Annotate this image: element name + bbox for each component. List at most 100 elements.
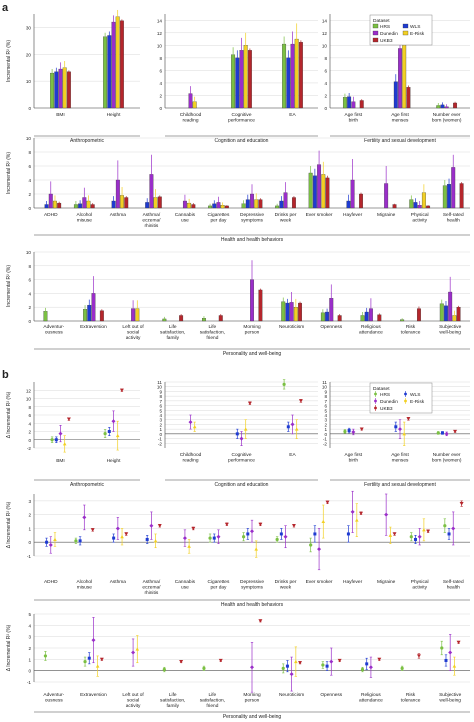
point-hrs — [202, 666, 206, 671]
point-erisk — [192, 424, 197, 429]
bar — [298, 42, 303, 109]
point-dunedin — [115, 526, 120, 531]
group-label: Health and health behaviors — [221, 237, 284, 243]
y-tick-label: 4 — [159, 81, 162, 86]
point-dunedin — [289, 672, 294, 677]
point-wls — [212, 536, 216, 540]
point-erisk — [153, 539, 158, 543]
category-label: Openness — [320, 324, 342, 330]
y-tick-label: 6 — [28, 413, 31, 418]
category-label: performance — [228, 457, 255, 463]
category-label: performance — [228, 117, 255, 123]
point-hrs — [443, 524, 447, 528]
y-tick-label: 0 — [28, 106, 31, 111]
point-erisk — [321, 519, 326, 524]
legend-swatch — [402, 30, 409, 36]
point-erisk — [452, 664, 457, 668]
category-label: Neuroticism — [279, 692, 304, 698]
category-label: Age first — [345, 112, 363, 118]
category-label: eczema/ — [142, 217, 161, 223]
category-label: Left out of — [122, 692, 144, 698]
point-dunedin — [82, 515, 87, 520]
y-tick-label: 3 — [159, 418, 162, 423]
y-tick-label: 4 — [28, 178, 31, 183]
legend-label: Dunedin — [380, 31, 398, 37]
point-wls — [285, 664, 289, 668]
point-ukb3 — [247, 401, 252, 406]
category-label: activity — [412, 584, 427, 590]
category-label: born (women) — [432, 117, 462, 123]
y-tick-label: 8 — [28, 405, 31, 410]
y-tick-label: 6 — [324, 404, 327, 409]
legend-swatch — [372, 23, 379, 29]
category-label: birth — [349, 117, 359, 123]
point-erisk — [120, 534, 124, 539]
bar — [325, 177, 330, 209]
category-label: Drinks per — [275, 579, 297, 585]
y-tick-label: 0 — [28, 438, 31, 443]
legend-label: E-Risk — [410, 399, 425, 405]
bar — [282, 43, 287, 109]
point-dunedin — [351, 429, 356, 434]
point-wls — [107, 430, 111, 433]
y-tick-label: 2 — [28, 305, 31, 310]
y-tick-label: 4 — [28, 421, 31, 426]
category-label: symptoms — [241, 584, 263, 590]
category-label: friend — [206, 335, 218, 341]
point-hrs — [343, 429, 347, 434]
point-ukb3 — [298, 399, 303, 403]
point-ukb3 — [416, 654, 421, 658]
y-tick-label: 9 — [324, 389, 327, 394]
category-label: Life — [169, 692, 177, 698]
point-hrs — [83, 660, 87, 664]
category-label: tolerance — [401, 329, 421, 335]
category-label: ADHD — [44, 579, 58, 585]
bar — [157, 196, 162, 209]
bar — [119, 20, 124, 109]
y-tick-label: 0 — [159, 432, 162, 437]
category-label: ousness — [45, 330, 63, 335]
y-tick-label: 8 — [159, 56, 162, 61]
point-wls — [447, 532, 451, 536]
category-label: family — [166, 335, 179, 341]
group-label: Health and health behaviors — [221, 602, 284, 608]
category-label: Asthma/ — [143, 212, 161, 218]
point-hrs — [281, 666, 285, 671]
point-ukb3 — [99, 657, 104, 662]
y-tick-label: 3 — [28, 499, 31, 504]
point-hrs — [360, 667, 365, 672]
bar — [99, 310, 104, 322]
bar — [406, 87, 411, 109]
point-wls — [279, 532, 283, 536]
y-tick-label: 0 — [28, 669, 31, 674]
category-label: Migraine — [377, 579, 396, 585]
y-tick-label: 1 — [28, 657, 31, 662]
category-label: BMI — [56, 458, 65, 464]
y-tick-label: 5 — [324, 408, 327, 413]
point-wls — [325, 664, 329, 668]
category-label: Self-rated — [443, 212, 464, 218]
category-label: EA — [289, 452, 296, 458]
panel-b-letter: b — [2, 369, 9, 381]
legend-title: Dataset — [373, 18, 390, 24]
point-wls — [87, 656, 91, 660]
category-label: per day — [210, 217, 227, 223]
point-hrs — [103, 431, 107, 436]
point-ukb3 — [453, 429, 458, 434]
category-label: Childhood — [180, 452, 202, 458]
point-dunedin — [239, 436, 244, 441]
category-label: well-being — [439, 329, 461, 335]
category-label: symptoms — [241, 217, 263, 223]
y-tick-label: 0 — [28, 540, 31, 545]
category-label: menses — [392, 458, 409, 463]
category-label: reading — [182, 117, 198, 123]
point-wls — [78, 539, 82, 543]
category-label: use — [181, 585, 189, 590]
point-erisk — [294, 659, 298, 664]
category-label: Physical — [411, 579, 429, 585]
legend-label: HRS — [380, 24, 390, 30]
category-label: Adventur- — [43, 324, 64, 330]
y-tick-label: 10 — [322, 43, 328, 48]
point-dunedin — [317, 547, 322, 552]
